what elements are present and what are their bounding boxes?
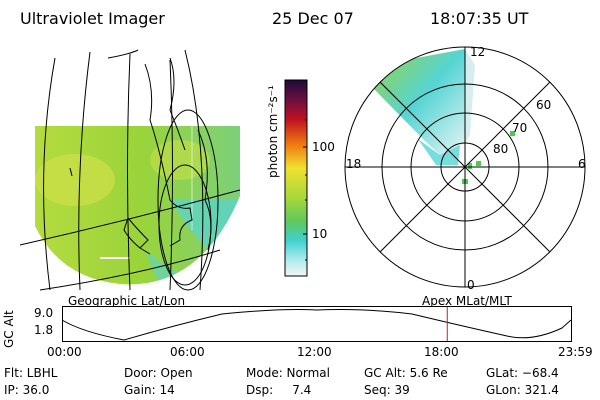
mlat-label-70: 70 <box>512 121 528 135</box>
colorbar-tick-10: 10 <box>312 227 328 241</box>
altitude-axis-label: GC Alt <box>2 310 16 348</box>
geographic-label: Geographic Lat/Lon <box>68 294 186 308</box>
polar-mlt-plot <box>344 46 586 288</box>
altitude-tick-low: 1.8 <box>34 323 54 337</box>
mlt-label-12: 12 <box>470 45 486 59</box>
altitude-tick-high: 9.0 <box>34 306 54 320</box>
status-filter: Flt: LBHL <box>4 366 58 380</box>
time-tick-2359: 23:59 <box>558 345 593 359</box>
image-time: 18:07:35 UT <box>430 9 529 28</box>
image-date: 25 Dec 07 <box>272 9 354 28</box>
time-tick-1200: 12:00 <box>297 345 332 359</box>
status-door: Door: Open <box>124 366 193 380</box>
colorbar-unit-label: photon cm⁻²s⁻¹ <box>266 85 280 178</box>
status-gain: Gain: 14 <box>124 383 175 397</box>
mlt-label-6: 6 <box>578 157 586 171</box>
time-tick-1800: 18:00 <box>424 345 459 359</box>
status-seq: Seq: 39 <box>364 383 410 397</box>
colorbar-tick-100: 100 <box>312 140 335 154</box>
intensity-colorbar <box>284 79 308 277</box>
status-glon: GLon: 321.4 <box>486 383 559 397</box>
time-tick-0000: 00:00 <box>47 345 82 359</box>
mlt-label-18: 18 <box>346 157 362 171</box>
geographic-aurora-image <box>19 49 241 291</box>
apex-label: Apex MLat/MLT <box>422 294 512 308</box>
instrument-title: Ultraviolet Imager <box>20 9 165 28</box>
status-glat: GLat: −68.4 <box>486 366 559 380</box>
status-mode: Mode: Normal <box>246 366 330 380</box>
status-dsp: Dsp: 7.4 <box>246 383 312 397</box>
status-gc-alt: GC Alt: 5.6 Re <box>364 366 448 380</box>
altitude-plot <box>61 306 572 342</box>
mlt-label-0: 0 <box>467 278 475 292</box>
time-tick-0600: 06:00 <box>170 345 205 359</box>
mlat-label-60: 60 <box>536 98 552 112</box>
mlat-label-80: 80 <box>493 142 509 156</box>
status-ip: IP: 36.0 <box>4 383 50 397</box>
